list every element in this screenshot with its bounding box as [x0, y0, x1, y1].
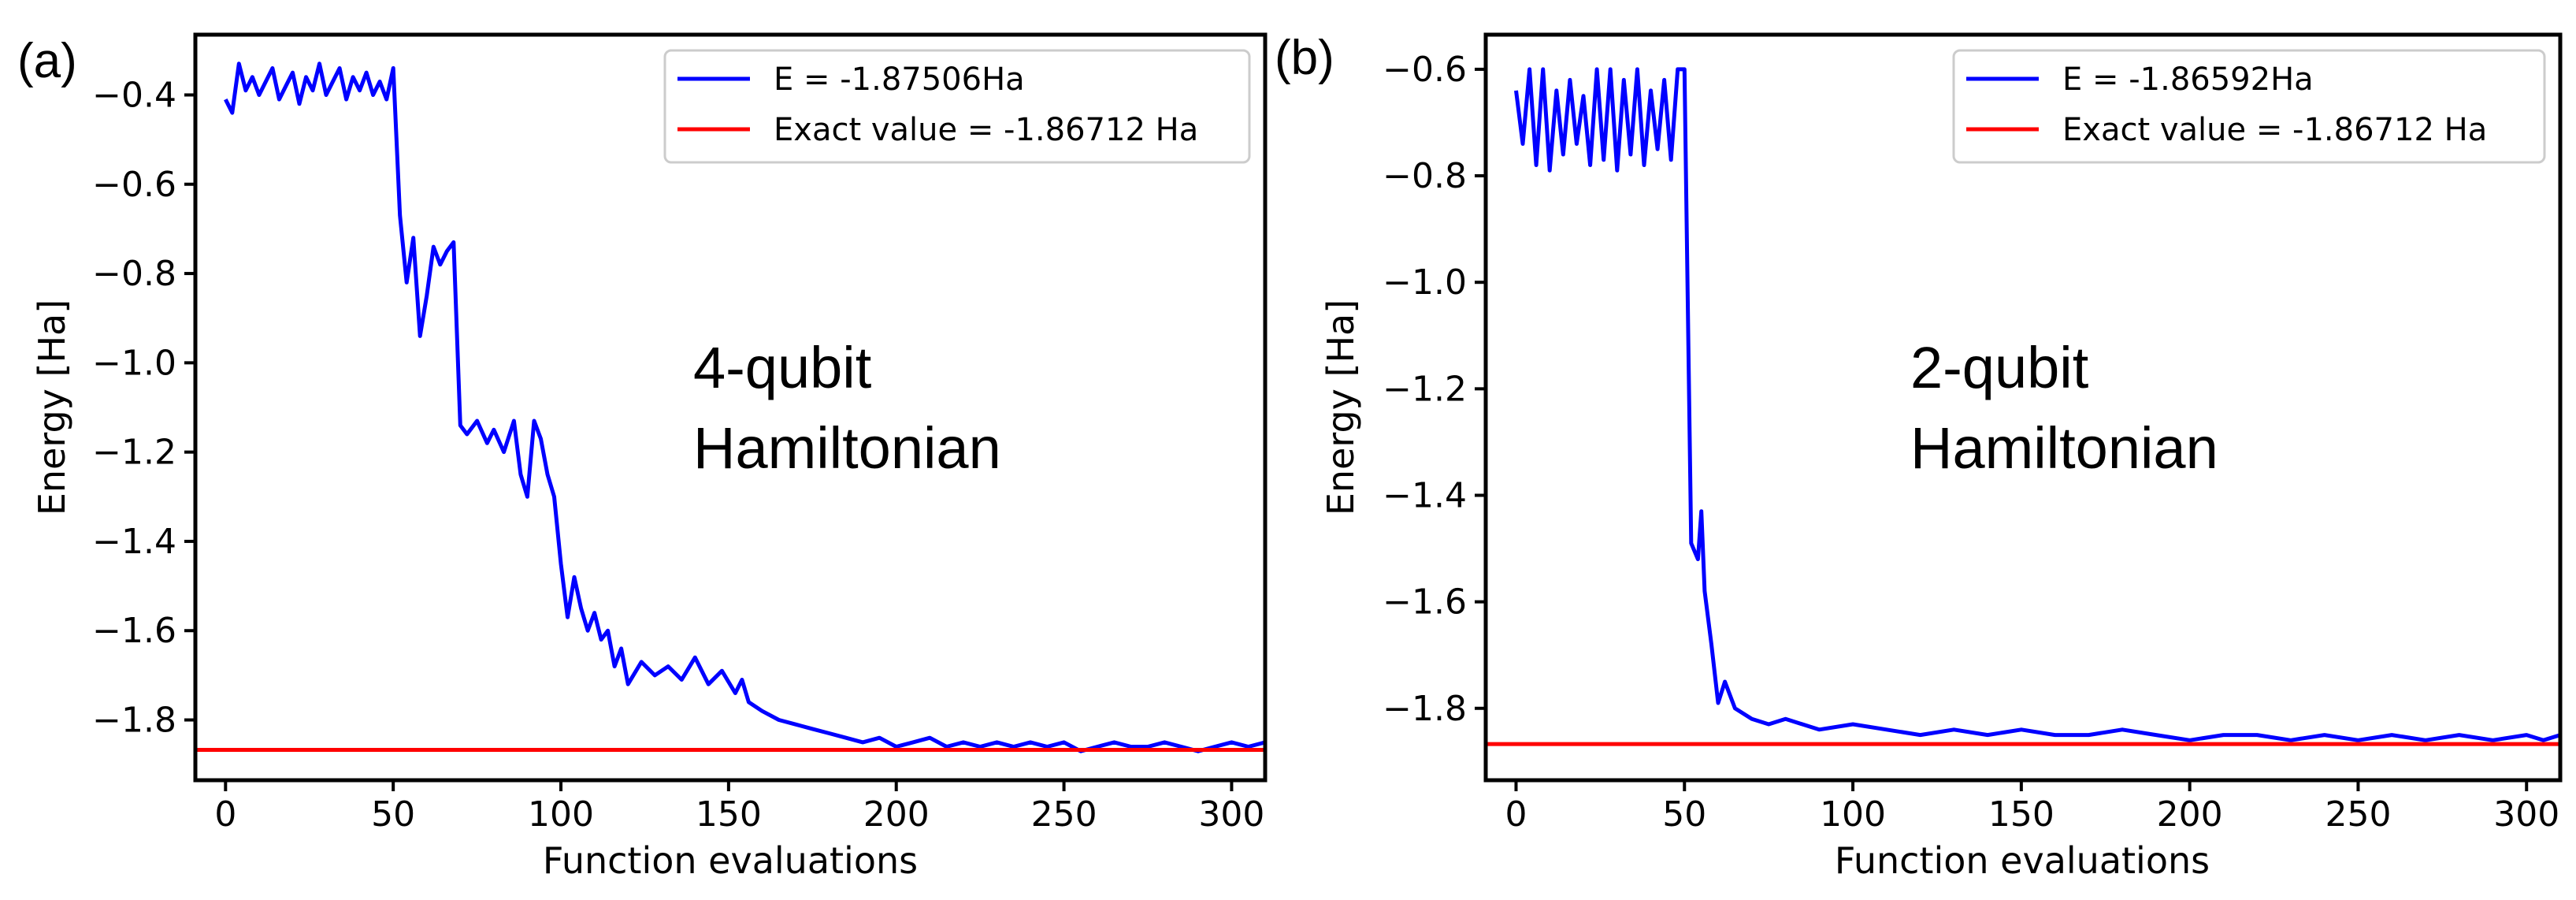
panel-a-x-tick-label: 300 — [1198, 794, 1264, 835]
panel-b-series — [1486, 67, 2560, 746]
panel-a-legend-box — [663, 49, 1251, 164]
panel-b-y-axis-title: Energy [Ha] — [1320, 299, 1362, 515]
panel-a-series — [195, 61, 1265, 753]
panel-a: (a) 0 50 100 150 200 250 300 −0.4 −0.6 −0.8 −1.0 −1… — [17, 32, 1268, 882]
panel-b-y-tick-label: −1.0 — [1383, 262, 1467, 303]
panel-b-x-tick-label: 150 — [1988, 794, 2054, 835]
panel-a-y-tick-label: −0.4 — [92, 75, 176, 115]
panel-a-x-tick-label: 200 — [863, 794, 930, 835]
panel-b-y-tick-label: −0.6 — [1383, 50, 1467, 90]
panel-b: (b) 0 50 100 150 200 250 300 −0.6 −0.8 −1.0 −1.2 −1… — [1275, 31, 2563, 882]
panel-a-legend: E = -1.87506Ha Exact value = -1.86712 Ha — [663, 49, 1251, 164]
panel-a-x-tick-label: 100 — [528, 794, 594, 835]
panel-b-tag: (b) — [1275, 31, 1334, 85]
panel-a-x-tick-label: 250 — [1031, 794, 1097, 835]
panel-b-x-tick-label: 100 — [1820, 794, 1886, 835]
panel-a-legend-label-exact: Exact value = -1.86712 Ha — [774, 112, 1198, 148]
panel-b-legend-label-exact: Exact value = -1.86712 Ha — [2062, 112, 2487, 148]
panel-a-ticks: 0 50 100 150 200 250 300 −0.4 −0.6 −0.8 −1.0 −1.2 −1… — [92, 75, 1264, 835]
panel-a-y-tick-label: −1.8 — [92, 701, 176, 741]
panel-b-x-tick-label: 200 — [2157, 794, 2223, 835]
panel-b-y-tick-label: −1.8 — [1383, 689, 1467, 729]
panel-b-y-tick-label: −1.4 — [1383, 475, 1467, 515]
panel-b-ticks: 0 50 100 150 200 250 300 −0.6 −0.8 −1.0 −1.2 −1.4 −1… — [1383, 50, 2559, 835]
panel-a-x-axis-title: Function evaluations — [543, 839, 918, 882]
panel-b-annotation-line1: 2-qubit — [1910, 335, 2089, 400]
panel-b-legend-label-energy: E = -1.86592Ha — [2062, 61, 2314, 98]
panel-b-x-tick-label: 250 — [2325, 794, 2391, 835]
panel-a-annotation-line2: Hamiltonian — [693, 415, 1001, 481]
panel-b-series-line-energy — [1514, 67, 2560, 742]
panel-b-x-tick-label: 50 — [1662, 794, 1706, 835]
panel-a-x-tick-label: 150 — [696, 794, 762, 835]
panel-a-y-tick-label: −0.8 — [92, 254, 176, 294]
panel-b-y-tick-label: −1.6 — [1383, 582, 1467, 623]
panel-a-y-tick-label: −1.6 — [92, 611, 176, 651]
panel-a-y-tick-label: −1.2 — [92, 433, 176, 473]
panel-a-y-tick-label: −0.6 — [92, 165, 176, 205]
panel-b-annotation-line2: Hamiltonian — [1910, 415, 2218, 481]
panel-a-x-tick-label: 50 — [371, 794, 415, 835]
panel-a-y-axis-title: Energy [Ha] — [31, 299, 73, 515]
panel-a-y-tick-label: −1.4 — [92, 522, 176, 562]
panel-a-tag: (a) — [17, 34, 77, 88]
panel-a-legend-label-energy: E = -1.87506Ha — [774, 61, 1025, 98]
panel-a-series-line-energy — [224, 61, 1265, 753]
panel-b-legend: E = -1.86592Ha Exact value = -1.86712 Ha — [1952, 49, 2546, 164]
panel-b-axes-frame — [1483, 32, 2563, 783]
panel-a-axes-frame — [193, 32, 1268, 783]
panel-b-legend-box — [1952, 49, 2546, 164]
panel-a-y-tick-label: −1.0 — [92, 343, 176, 383]
panel-b-y-tick-label: −0.8 — [1383, 156, 1467, 196]
panel-a-x-tick-label: 0 — [214, 794, 236, 835]
panel-b-x-tick-label: 0 — [1505, 794, 1527, 835]
panel-b-y-tick-label: −1.2 — [1383, 369, 1467, 409]
panel-a-annotation-line1: 4-qubit — [693, 335, 872, 400]
panel-b-x-axis-title: Function evaluations — [1835, 839, 2210, 882]
panel-b-x-tick-label: 300 — [2493, 794, 2559, 835]
